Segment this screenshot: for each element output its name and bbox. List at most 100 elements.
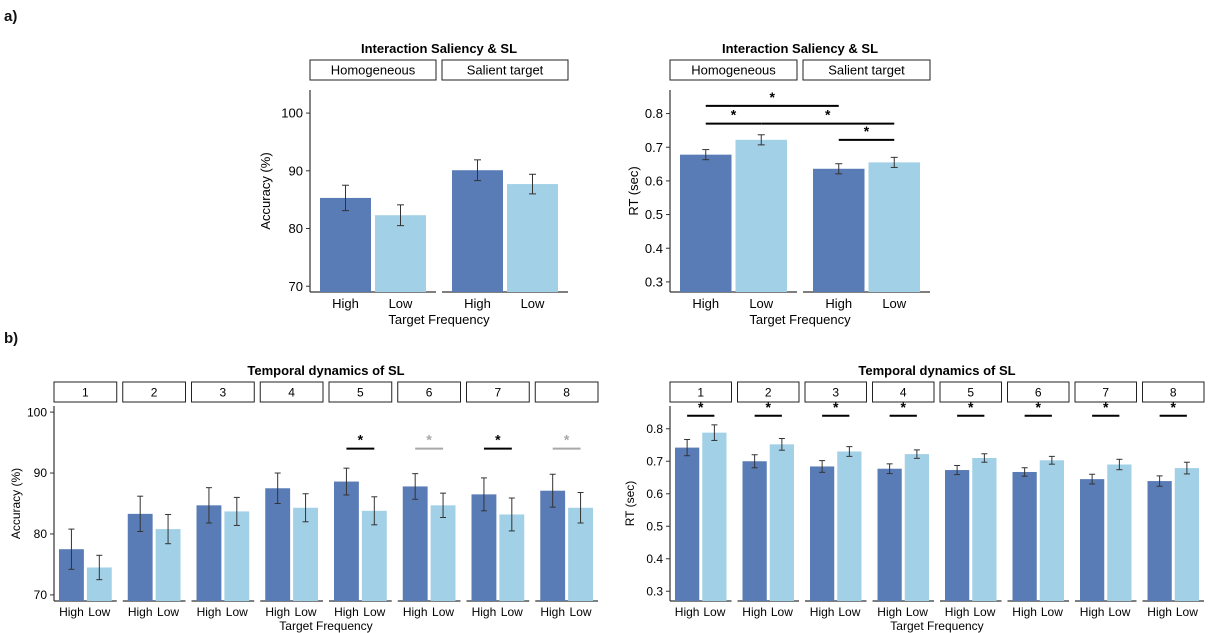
significance-star: *	[358, 432, 364, 448]
panel-label-b: b)	[4, 330, 19, 347]
bar-high	[680, 154, 732, 292]
x-tick-label: High	[692, 296, 719, 311]
x-tick-label: Low	[838, 605, 860, 619]
significance-star: *	[564, 432, 570, 448]
facet-label: 1	[697, 385, 704, 399]
significance-star: *	[864, 123, 870, 139]
x-tick-label: Low	[570, 605, 592, 619]
bar-low	[1039, 460, 1064, 601]
bar-high	[471, 494, 497, 601]
significance-star: *	[833, 399, 839, 415]
significance-star: *	[770, 89, 776, 105]
bar-low	[507, 184, 558, 292]
x-tick-label: Low	[432, 605, 454, 619]
x-axis-label: Target Frequency	[279, 619, 372, 633]
y-tick-label: 0.8	[645, 106, 663, 121]
bar-high	[452, 170, 503, 292]
bar-low	[702, 432, 727, 601]
y-tick-label: 0.7	[645, 140, 663, 155]
bar-high	[334, 481, 359, 601]
y-tick-label: 0.6	[646, 487, 663, 501]
x-axis-label: Target Frequency	[749, 312, 851, 327]
bar-low	[837, 451, 862, 601]
x-tick-label: Low	[771, 605, 793, 619]
bar-high	[945, 470, 970, 601]
x-axis-label: Target Frequency	[890, 619, 983, 633]
bar-low	[769, 444, 794, 601]
x-tick-label: High	[877, 605, 902, 619]
facet-label: Homogeneous	[331, 63, 416, 78]
bar-high	[1147, 481, 1172, 601]
facet-strip	[737, 381, 800, 403]
x-tick-label: High	[1080, 605, 1105, 619]
x-tick-label: High	[945, 605, 970, 619]
facet-strip	[328, 381, 393, 403]
x-tick-label: Low	[157, 605, 179, 619]
y-tick-label: 0.4	[645, 241, 663, 256]
x-tick-label: Low	[703, 605, 725, 619]
significance-star: *	[1036, 399, 1042, 415]
x-tick-label: High	[810, 605, 835, 619]
x-tick-label: High	[1012, 605, 1037, 619]
x-tick-label: Low	[521, 296, 545, 311]
x-tick-label: High	[403, 605, 428, 619]
y-tick-label: 70	[289, 279, 303, 294]
facet-label: 8	[563, 385, 570, 399]
facet-strip	[397, 381, 461, 403]
significance-star: *	[698, 399, 704, 415]
x-tick-label: Low	[749, 296, 773, 311]
x-axis-label: Target Frequency	[388, 312, 490, 327]
facet-strip	[669, 59, 798, 81]
y-tick-label: 90	[289, 163, 303, 178]
x-tick-label: High	[59, 605, 84, 619]
facet-label: 3	[220, 385, 227, 399]
chart-title: Temporal dynamics of SL	[247, 363, 404, 378]
x-tick-label: Low	[295, 605, 317, 619]
bar-low	[224, 511, 250, 601]
y-tick-label: 0.5	[646, 519, 663, 533]
x-tick-label: Low	[88, 605, 110, 619]
x-tick-label: Low	[501, 605, 523, 619]
y-tick-label: 80	[34, 527, 48, 541]
facet-label: 8	[1170, 385, 1177, 399]
bar-high	[1012, 471, 1037, 601]
y-tick-label: 100	[27, 405, 47, 419]
bar-low	[430, 505, 456, 601]
y-tick-label: 0.4	[646, 552, 663, 566]
bar-high	[402, 486, 428, 601]
x-tick-label: Low	[1041, 605, 1063, 619]
facet-label: 5	[357, 385, 364, 399]
facet-label: 1	[82, 385, 89, 399]
facet-label: Salient target	[828, 63, 905, 78]
facet-strip	[804, 381, 867, 403]
x-tick-label: High	[265, 605, 290, 619]
x-tick-label: High	[675, 605, 700, 619]
chart-title: Interaction Saliency & SL	[722, 41, 878, 56]
facet-strip	[441, 59, 569, 81]
significance-star: *	[766, 399, 772, 415]
y-axis-label: Accuracy (%)	[9, 468, 23, 539]
facet-label: Homogeneous	[691, 63, 776, 78]
x-tick-label: High	[472, 605, 497, 619]
chart-accuracy-temporal: Temporal dynamics of SL 1 2 3 4 5 6 7 8 70 80 90 100…	[8, 360, 608, 633]
facet-label: Salient target	[467, 63, 544, 78]
x-tick-label: High	[334, 605, 359, 619]
x-tick-label: High	[197, 605, 222, 619]
bar-low	[361, 510, 387, 601]
y-tick-label: 0.3	[645, 274, 663, 289]
bar-low	[375, 215, 426, 292]
significance-star: *	[1103, 399, 1109, 415]
significance-star: *	[825, 107, 831, 123]
x-tick-label: High	[825, 296, 852, 311]
y-axis-label: RT (sec)	[623, 481, 637, 527]
facet-label: 7	[495, 385, 502, 399]
y-tick-label: 0.7	[646, 454, 663, 468]
chart-title: Interaction Saliency & SL	[361, 41, 517, 56]
bar-high	[810, 466, 835, 601]
x-tick-label: Low	[226, 605, 248, 619]
chart-title: Temporal dynamics of SL	[858, 363, 1015, 378]
x-tick-label: High	[128, 605, 153, 619]
y-tick-label: 100	[281, 106, 303, 121]
chart-accuracy-saliency: Interaction Saliency & SL Homogeneous Sali…	[250, 38, 580, 328]
significance-star: *	[495, 432, 501, 448]
